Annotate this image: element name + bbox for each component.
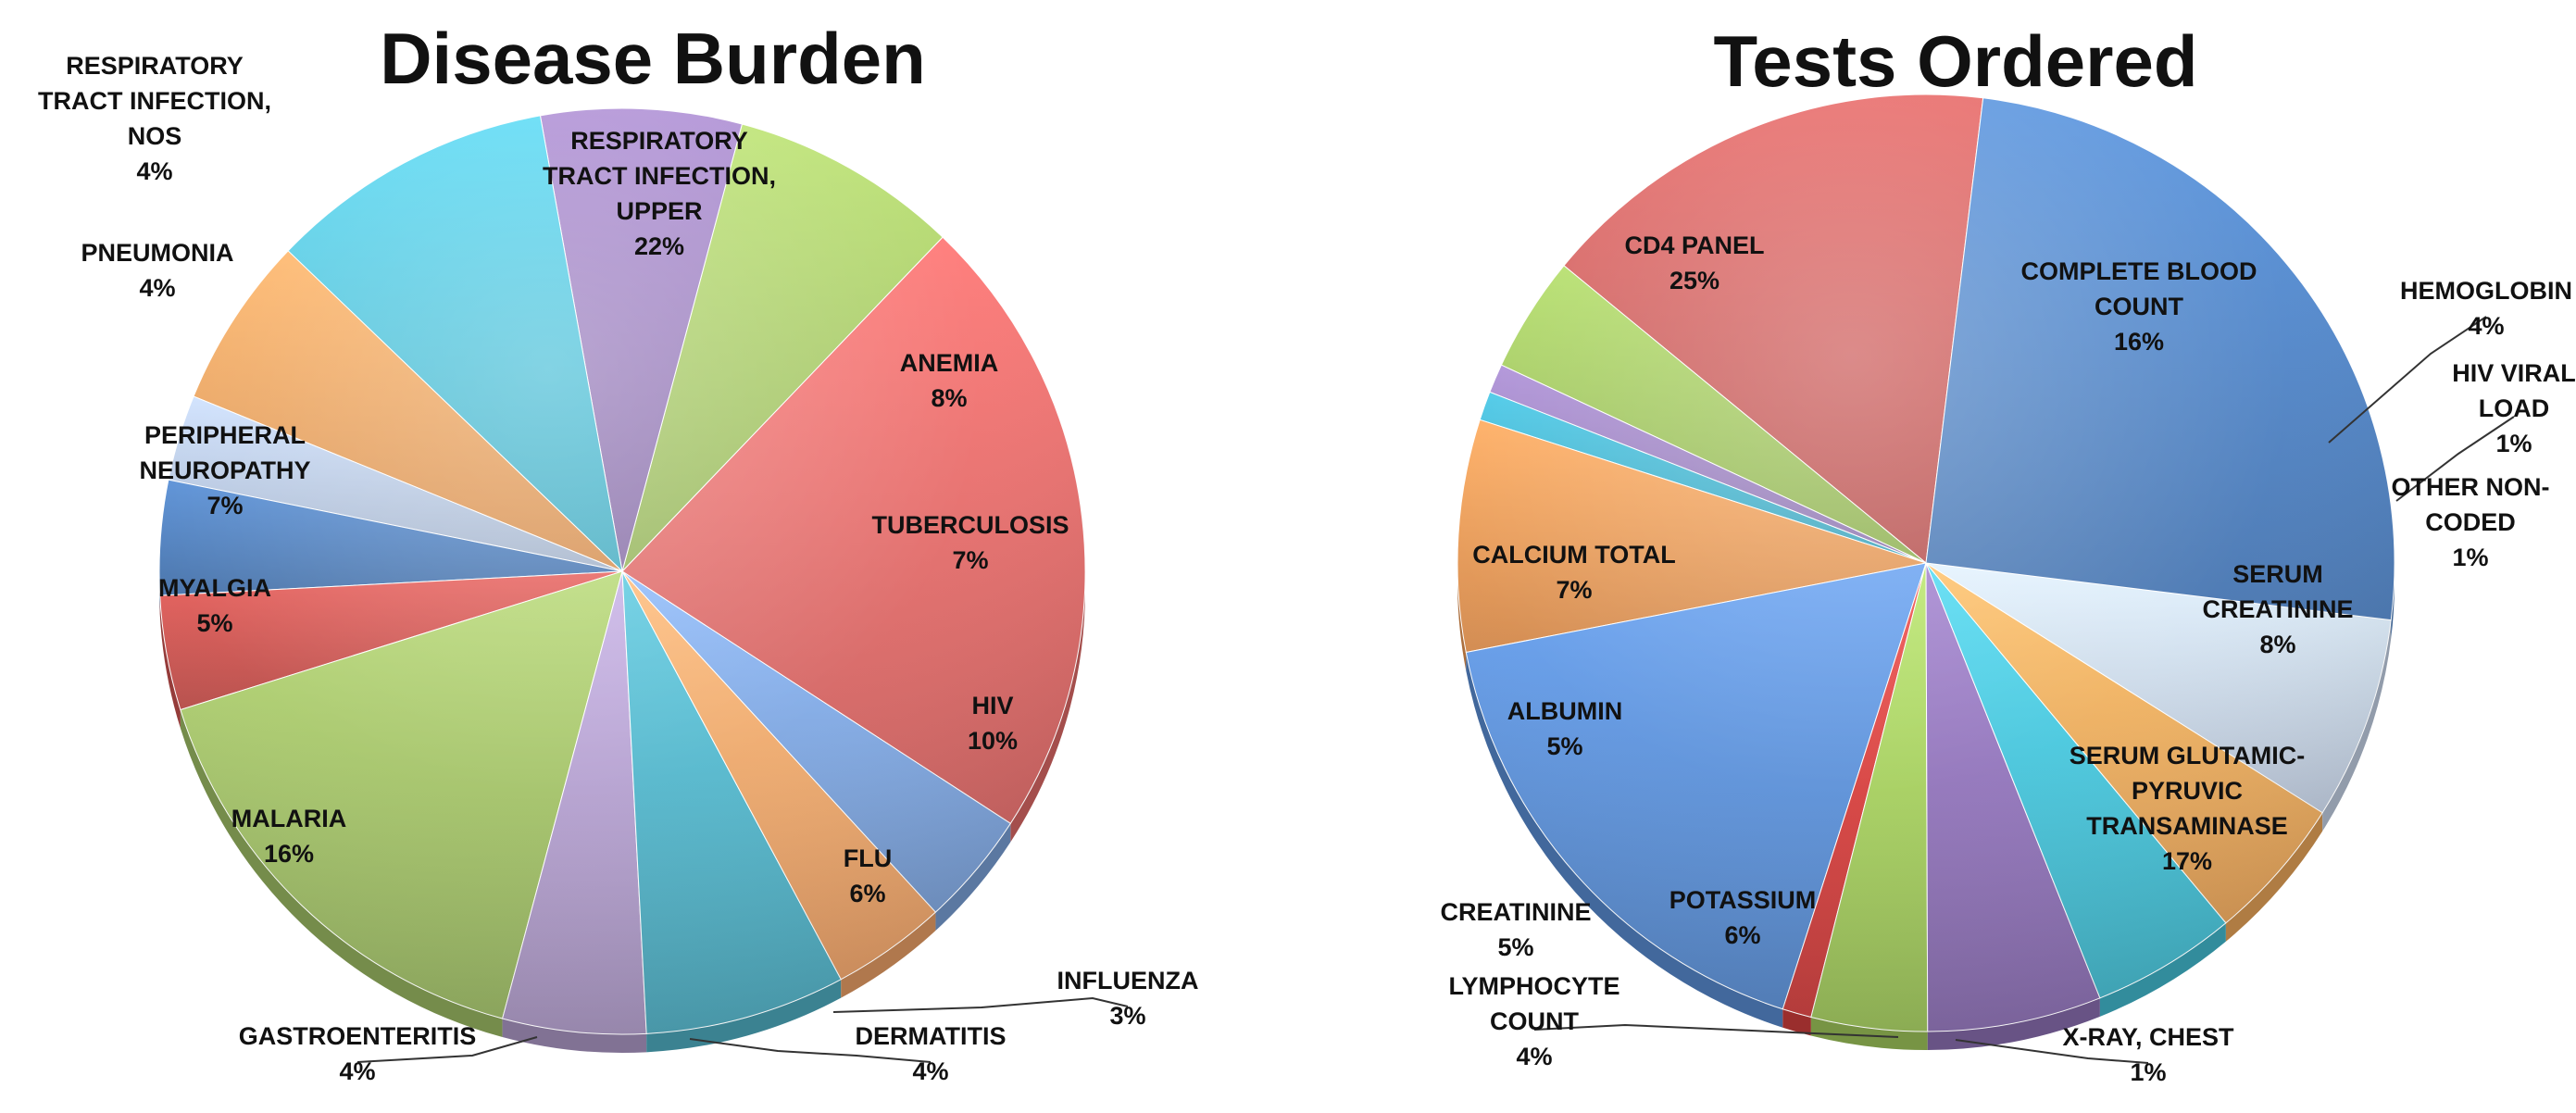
slice-label-potassium: POTASSIUM 6% [1669, 886, 1817, 949]
pie-rim-respiratory-tract-infection-upper [1010, 571, 1085, 843]
slice-label-gastroenteritis: GASTROENTERITIS 4% [239, 1022, 477, 1085]
leader-line-lymphocyte-count [1533, 1023, 1899, 1038]
chart-title-disease-burden: Disease Burden [380, 18, 926, 99]
chart-title-tests-ordered: Tests Ordered [1713, 20, 2197, 102]
slice-label-influenza: INFLUENZA 3% [1057, 967, 1199, 1030]
slice-label-other-non-coded: OTHER NON-CODED 1% [2392, 473, 2550, 571]
pie-highlight [1457, 94, 2395, 1032]
slice-label-peripheral-neuropathy: PERIPHERAL NEUROPATHY 7% [139, 421, 310, 519]
slice-label-creatinine: CREATININE 5% [1440, 898, 1591, 961]
pie-rim-peripheral-neuropathy [646, 979, 842, 1053]
pie-rim-cd4-panel [2391, 563, 2395, 639]
pie-rim-creatinine [2099, 922, 2226, 1017]
pie-highlight [159, 108, 1085, 1034]
slice-label-lymphocyte-count: LYMPHOCYTE COUNT 4% [1448, 972, 1619, 1070]
slice-label-dermatitis: DERMATITIS 4% [856, 1022, 1007, 1085]
leader-line-dermatitis [689, 1038, 932, 1063]
slice-label-cd4-panel: CD4 PANEL 25% [1624, 231, 1764, 294]
slice-label-anemia: ANEMIA 8% [900, 349, 999, 412]
slice-label-myalgia: MYALGIA 5% [158, 574, 271, 637]
slice-label-respiratory-tract-infection-upper: RESPIRATORY TRACT INFECTION, UPPER 22% [543, 127, 776, 260]
leader-line-hemoglobin [2328, 316, 2487, 444]
leader-line-influenza [832, 996, 1129, 1013]
pie-rim-gastroenteritis [159, 595, 181, 729]
leader-line-x-ray-chest [1955, 1039, 2149, 1064]
pie-rim-potassium [1927, 997, 2100, 1050]
slice-label-serum-creatinine: SERUM CREATININE 8% [2202, 560, 2353, 658]
slice-label-malaria: MALARIA 16% [231, 805, 346, 868]
slice-label-albumin: ALBUMIN 5% [1507, 697, 1622, 760]
slice-label-pneumonia: PNEUMONIA 4% [81, 239, 233, 302]
tests-ordered-pie: COMPLETE BLOOD COUNT 16% HEMOGLOBIN 4% HIV VI… [1440, 94, 2576, 1086]
disease-burden-pie: RESPIRATORY TRACT INFECTION, UPPER 22% ANEMI… [38, 52, 1198, 1085]
slice-label-x-ray-chest: X-RAY, CHEST 1% [2062, 1023, 2234, 1086]
slice-label-hiv-viral-load: HIV VIRAL LOAD 1% [2452, 359, 2576, 457]
slice-label-complete-blood-count: COMPLETE BLOOD COUNT 16% [2021, 257, 2257, 356]
pie-rim-serum-creatinine [1457, 563, 1467, 671]
slice-label-hemoglobin: HEMOGLOBIN 4% [2400, 277, 2572, 340]
pie-rim-lymphocyte-count [1810, 1017, 1928, 1051]
slice-label-hiv: HIV 10% [968, 692, 1018, 755]
leader-line-gastroenteritis [356, 1036, 538, 1063]
slice-label-tuberculosis: TUBERCULOSIS 7% [871, 511, 1069, 574]
slice-label-respiratory-tract-infection-nos: RESPIRATORY TRACT INFECTION, NOS 4% [38, 52, 271, 185]
pie-rim-calcium-total [2322, 619, 2392, 832]
slice-label-calcium-total: CALCIUM TOTAL 7% [1472, 541, 1675, 604]
pie-rim-pneumonia [841, 912, 936, 998]
slice-label-serum-glutamic-pyruvic-transaminase: SERUM GLUTAMIC-PYRUVIC TRANSAMINASE 17% [2070, 742, 2305, 875]
slice-label-flu: FLU 6% [844, 844, 892, 907]
leader-line-hiv-viral-load [2395, 416, 2515, 502]
